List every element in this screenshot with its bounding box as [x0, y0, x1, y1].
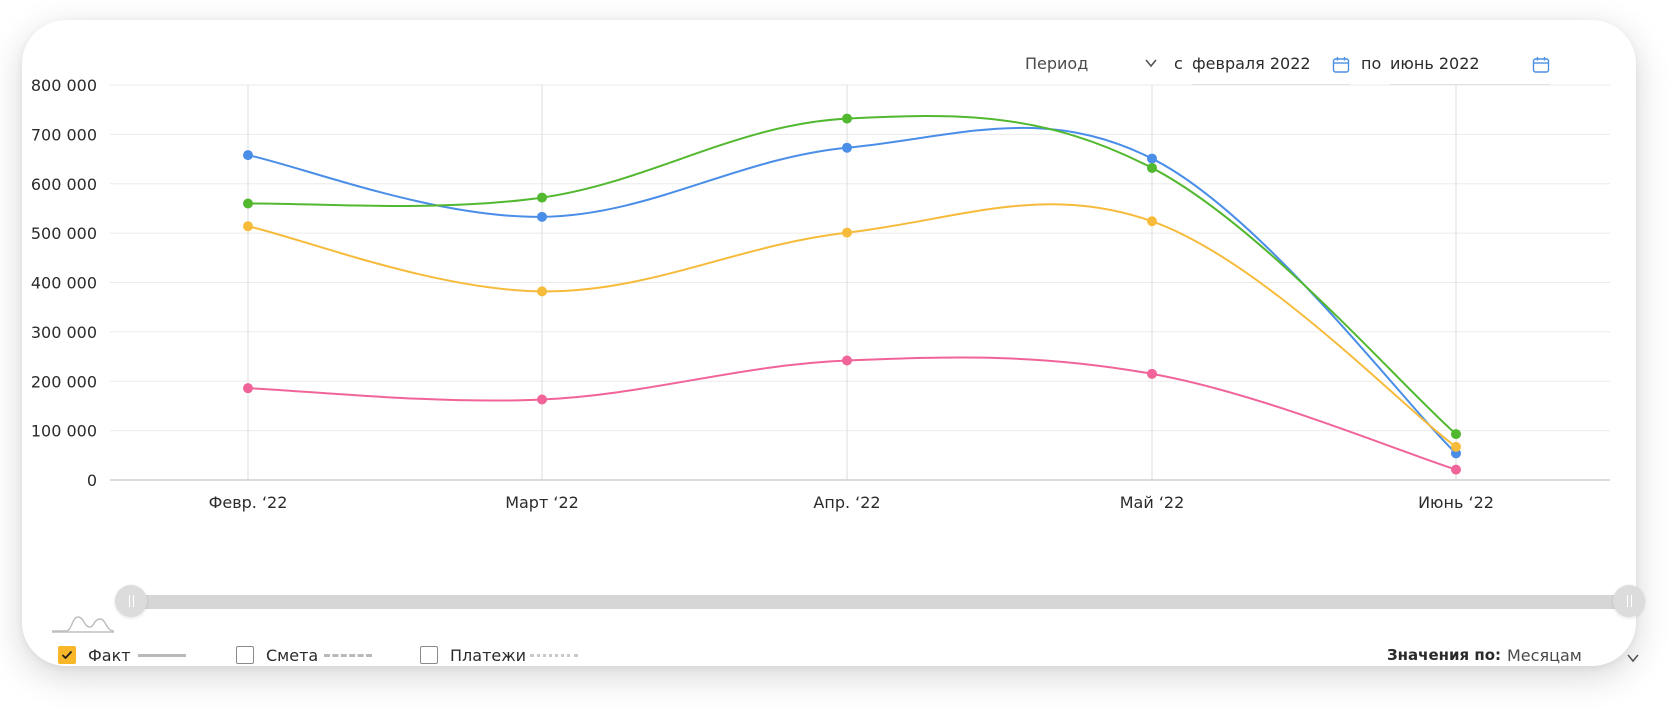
- y-tick-label: 300 000: [31, 323, 97, 342]
- smeta-label: Смета: [266, 646, 319, 665]
- values-by-label: Значения по:: [1387, 646, 1502, 664]
- y-tick-label: 600 000: [31, 175, 97, 194]
- data-point[interactable]: [537, 286, 547, 297]
- solid-line-swatch: [138, 654, 186, 657]
- data-point[interactable]: [1451, 441, 1461, 452]
- payments-label: Платежи: [450, 646, 527, 665]
- data-point[interactable]: [537, 192, 547, 203]
- data-point[interactable]: [1451, 429, 1461, 440]
- fact-checkbox[interactable]: [58, 646, 76, 664]
- y-tick-label: 0: [87, 471, 97, 490]
- data-point[interactable]: [243, 198, 253, 209]
- series-line-1: [247, 126, 1457, 455]
- data-point[interactable]: [537, 211, 547, 222]
- data-point[interactable]: [842, 142, 852, 153]
- to-date-value: июнь 2022: [1390, 54, 1480, 73]
- series-line-2: [247, 115, 1457, 435]
- x-tick-label: Март ‘22: [505, 493, 579, 512]
- x-tick-label: Апр. ‘22: [813, 493, 880, 512]
- payments-checkbox[interactable]: [420, 646, 438, 664]
- x-tick-label: Февр. ‘22: [209, 493, 288, 512]
- data-point[interactable]: [537, 394, 547, 405]
- data-point[interactable]: [1451, 464, 1461, 475]
- range-slider-track[interactable]: [130, 595, 1625, 609]
- data-point[interactable]: [243, 221, 253, 232]
- values-by-select[interactable]: Месяцам: [1507, 646, 1582, 665]
- chevron-down-icon[interactable]: [1626, 651, 1640, 665]
- checkmark-icon: [61, 650, 73, 660]
- fact-label: Факт: [88, 646, 131, 665]
- y-tick-label: 400 000: [31, 274, 97, 293]
- y-tick-label: 200 000: [31, 372, 97, 391]
- data-point[interactable]: [1147, 368, 1157, 379]
- data-point[interactable]: [243, 150, 253, 161]
- y-tick-label: 100 000: [31, 422, 97, 441]
- data-point[interactable]: [1147, 153, 1157, 164]
- y-tick-label: 500 000: [31, 224, 97, 243]
- data-point[interactable]: [243, 383, 253, 394]
- data-point[interactable]: [1147, 216, 1157, 227]
- y-tick-label: 700 000: [31, 125, 97, 144]
- smeta-checkbox[interactable]: [236, 646, 254, 664]
- range-slider-right-handle[interactable]: [1613, 585, 1645, 617]
- calendar-icon[interactable]: [1532, 56, 1550, 74]
- chevron-down-icon[interactable]: [1144, 56, 1158, 70]
- x-tick-label: Июнь ‘22: [1418, 493, 1494, 512]
- chart-axes: 0 100 000 200 000 300 000 400 000 500 000 600 …: [31, 76, 1610, 512]
- x-tick-label: Май ‘22: [1120, 493, 1185, 512]
- calendar-icon[interactable]: [1332, 56, 1350, 74]
- series-line-3: [247, 203, 1457, 448]
- line-chart: 0 100 000 200 000 300 000 400 000 500 000 600 …: [31, 76, 1610, 512]
- legend: Факт Смета Платежи Значения по: Месяцам: [22, 644, 1639, 668]
- chart-card: Период с февраля 2022 по июнь 2022: [22, 20, 1645, 668]
- y-tick-label: 800 000: [31, 76, 97, 95]
- dashed-line-swatch: [324, 654, 372, 657]
- mini-chart-icon: [52, 616, 115, 633]
- to-prefix: по: [1361, 54, 1382, 73]
- chart-grid: [110, 84, 1610, 480]
- from-prefix: с: [1174, 54, 1183, 73]
- from-date-value: февраля 2022: [1192, 54, 1311, 73]
- dotted-line-swatch: [530, 654, 578, 657]
- series-line-4: [247, 356, 1457, 471]
- data-point[interactable]: [842, 355, 852, 366]
- period-dropdown-label[interactable]: Период: [1025, 54, 1089, 73]
- range-slider-left-handle[interactable]: [115, 585, 147, 617]
- data-point[interactable]: [1147, 162, 1157, 173]
- data-point[interactable]: [842, 227, 852, 238]
- chart-series: [243, 113, 1461, 475]
- data-point[interactable]: [842, 113, 852, 124]
